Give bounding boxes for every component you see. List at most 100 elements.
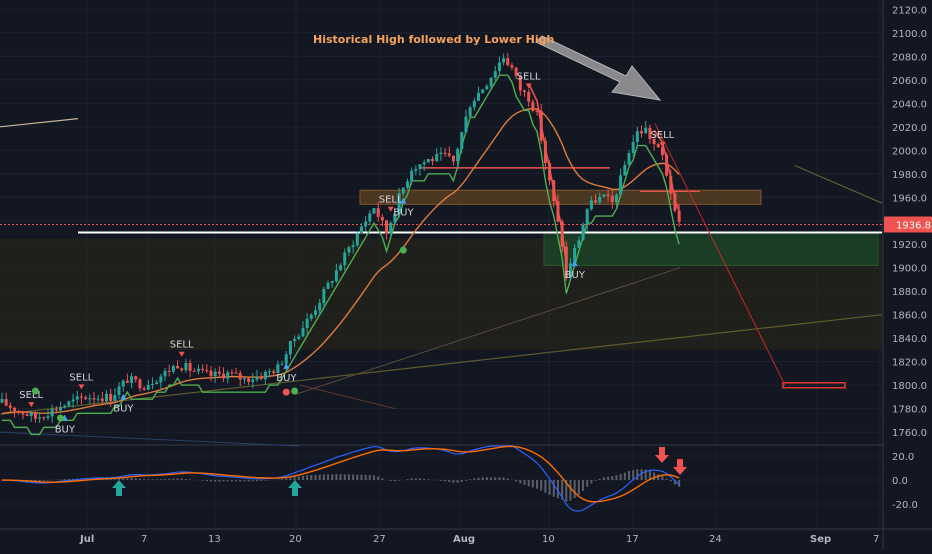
- candle-body[interactable]: [431, 159, 434, 161]
- candle-body[interactable]: [201, 369, 204, 370]
- candle-body[interactable]: [427, 159, 430, 162]
- candle-body[interactable]: [352, 245, 355, 247]
- candle-body[interactable]: [30, 413, 33, 416]
- candle-body[interactable]: [214, 372, 217, 377]
- candle-body[interactable]: [76, 396, 79, 399]
- candle-body[interactable]: [536, 111, 539, 112]
- candle-body[interactable]: [134, 376, 137, 379]
- candle-body[interactable]: [510, 65, 513, 67]
- candle-body[interactable]: [502, 58, 505, 62]
- candle-body[interactable]: [59, 407, 62, 410]
- candle-body[interactable]: [301, 328, 304, 337]
- candle-body[interactable]: [264, 372, 267, 379]
- candle-body[interactable]: [260, 377, 263, 379]
- candle-body[interactable]: [297, 336, 300, 339]
- candle-body[interactable]: [406, 181, 409, 187]
- candle-body[interactable]: [548, 163, 551, 180]
- candle-body[interactable]: [615, 195, 618, 202]
- candle-body[interactable]: [118, 387, 121, 396]
- candle-body[interactable]: [469, 107, 472, 116]
- candle-body[interactable]: [623, 165, 626, 175]
- candle-body[interactable]: [34, 413, 37, 419]
- candle-body[interactable]: [673, 194, 676, 211]
- candle-body[interactable]: [485, 86, 488, 89]
- candle-body[interactable]: [385, 220, 388, 233]
- candle-body[interactable]: [293, 339, 296, 341]
- candle-body[interactable]: [644, 128, 647, 134]
- candle-body[interactable]: [255, 377, 258, 380]
- candle-body[interactable]: [456, 149, 459, 161]
- candle-body[interactable]: [239, 373, 242, 379]
- candle-body[interactable]: [556, 201, 559, 221]
- candle-body[interactable]: [247, 378, 250, 382]
- candle-body[interactable]: [1, 399, 4, 403]
- candle-body[interactable]: [531, 102, 534, 111]
- candle-body[interactable]: [80, 396, 83, 397]
- candle-body[interactable]: [159, 376, 162, 382]
- candle-body[interactable]: [527, 92, 530, 102]
- candle-body[interactable]: [590, 200, 593, 209]
- candle-body[interactable]: [193, 371, 196, 372]
- candle-body[interactable]: [176, 366, 179, 368]
- candle-body[interactable]: [619, 175, 622, 195]
- candle-body[interactable]: [26, 414, 29, 416]
- candle-body[interactable]: [101, 399, 104, 402]
- candle-body[interactable]: [38, 417, 41, 418]
- candle-body[interactable]: [84, 398, 87, 399]
- candle-body[interactable]: [42, 417, 45, 418]
- candle-body[interactable]: [126, 381, 129, 383]
- candle-body[interactable]: [477, 93, 480, 101]
- candle-body[interactable]: [97, 399, 100, 400]
- candle-body[interactable]: [377, 208, 380, 217]
- candle-body[interactable]: [423, 162, 426, 164]
- candle-body[interactable]: [335, 270, 338, 281]
- candle-body[interactable]: [368, 214, 371, 222]
- candle-body[interactable]: [281, 364, 284, 365]
- candle-body[interactable]: [243, 378, 246, 379]
- candle-body[interactable]: [189, 363, 192, 371]
- candle-body[interactable]: [218, 372, 221, 374]
- candle-body[interactable]: [327, 283, 330, 289]
- candle-body[interactable]: [661, 147, 664, 155]
- candle-body[interactable]: [310, 315, 313, 319]
- candle-body[interactable]: [276, 364, 279, 373]
- candle-body[interactable]: [51, 409, 54, 417]
- candle-body[interactable]: [306, 319, 309, 328]
- candle-body[interactable]: [235, 373, 238, 374]
- candle-body[interactable]: [226, 372, 229, 378]
- candle-body[interactable]: [632, 142, 635, 153]
- candle-body[interactable]: [481, 89, 484, 93]
- candle-body[interactable]: [452, 156, 455, 162]
- candle-body[interactable]: [356, 233, 359, 245]
- candle-body[interactable]: [419, 164, 422, 169]
- candle-body[interactable]: [147, 385, 150, 390]
- candle-body[interactable]: [314, 310, 317, 314]
- candle-body[interactable]: [540, 111, 543, 141]
- candle-body[interactable]: [598, 197, 601, 203]
- candle-body[interactable]: [552, 180, 555, 201]
- candle-body[interactable]: [494, 71, 497, 78]
- candle-body[interactable]: [473, 101, 476, 108]
- candle-body[interactable]: [92, 398, 95, 399]
- candle-body[interactable]: [582, 225, 585, 241]
- candle-body[interactable]: [331, 281, 334, 283]
- candle-body[interactable]: [439, 153, 442, 154]
- candle-body[interactable]: [205, 370, 208, 371]
- candle-body[interactable]: [460, 132, 463, 149]
- candle-body[interactable]: [88, 398, 91, 399]
- candle-body[interactable]: [640, 131, 643, 133]
- candle-body[interactable]: [373, 208, 376, 213]
- candle-body[interactable]: [17, 411, 20, 412]
- candle-body[interactable]: [13, 408, 16, 411]
- candle-body[interactable]: [602, 195, 605, 197]
- candle-body[interactable]: [389, 223, 392, 234]
- candle-body[interactable]: [498, 63, 501, 72]
- candle-body[interactable]: [347, 247, 350, 252]
- candle-body[interactable]: [210, 371, 213, 377]
- candle-body[interactable]: [318, 303, 321, 310]
- candle-body[interactable]: [122, 381, 125, 387]
- candle-body[interactable]: [197, 369, 200, 371]
- candle-body[interactable]: [669, 176, 672, 194]
